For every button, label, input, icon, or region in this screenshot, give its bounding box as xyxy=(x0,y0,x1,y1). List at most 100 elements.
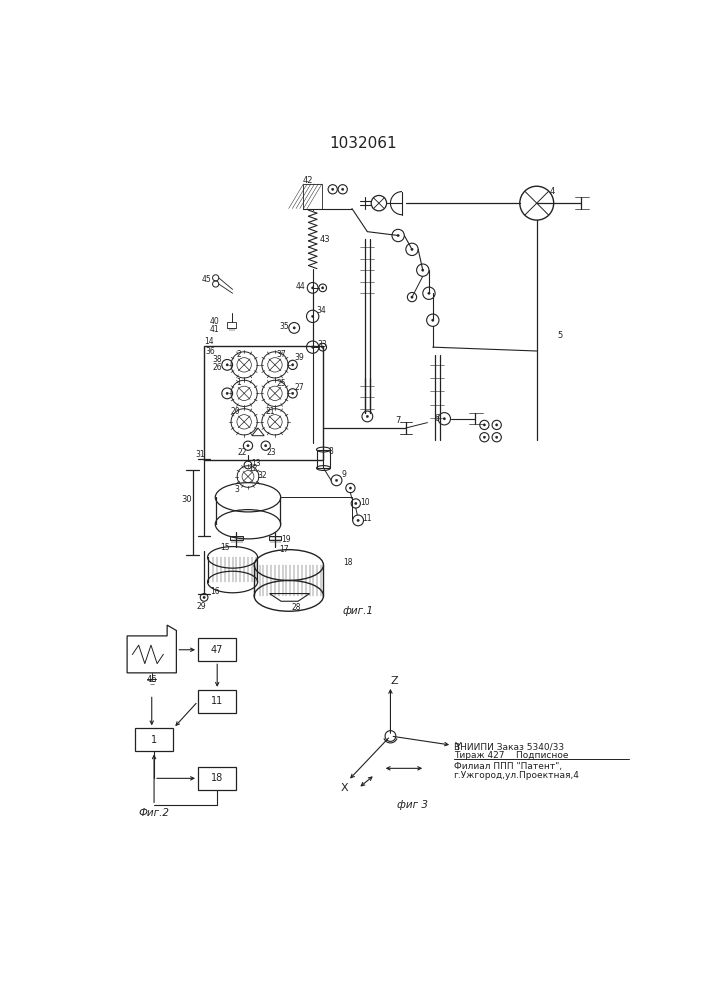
Text: 9: 9 xyxy=(341,470,346,479)
Circle shape xyxy=(335,479,338,482)
Text: 12: 12 xyxy=(249,464,258,473)
Text: 29: 29 xyxy=(197,602,206,611)
Circle shape xyxy=(264,445,267,447)
Text: 11: 11 xyxy=(211,696,223,706)
Text: 23: 23 xyxy=(267,448,276,457)
Circle shape xyxy=(349,487,351,489)
Text: 5: 5 xyxy=(557,331,563,340)
Text: 37: 37 xyxy=(276,350,286,359)
Text: 20: 20 xyxy=(230,407,240,416)
Bar xyxy=(230,536,243,540)
Text: 42: 42 xyxy=(303,176,313,185)
Text: 1032061: 1032061 xyxy=(329,136,397,151)
Text: 22: 22 xyxy=(237,448,247,457)
Text: Тираж 427    Подписное: Тираж 427 Подписное xyxy=(454,751,568,760)
Text: 10: 10 xyxy=(361,498,370,507)
Text: 40: 40 xyxy=(210,317,220,326)
Text: ВНИИПИ Заказ 5340/33: ВНИИПИ Заказ 5340/33 xyxy=(454,742,563,751)
Circle shape xyxy=(291,392,294,395)
Text: 18: 18 xyxy=(211,773,223,783)
Text: X: X xyxy=(341,783,348,793)
Text: 16: 16 xyxy=(210,587,220,596)
Text: 1: 1 xyxy=(236,378,241,387)
Text: Y: Y xyxy=(455,742,462,752)
Text: 8: 8 xyxy=(329,447,334,456)
Circle shape xyxy=(483,424,486,426)
Bar xyxy=(198,638,236,661)
Text: Фиг.2: Фиг.2 xyxy=(139,808,170,818)
Text: 13: 13 xyxy=(251,459,260,468)
Text: 15: 15 xyxy=(220,543,230,552)
Text: 14: 14 xyxy=(204,337,214,346)
Circle shape xyxy=(312,346,314,348)
Text: 32: 32 xyxy=(257,471,267,480)
Text: 25: 25 xyxy=(276,379,286,388)
Text: 33: 33 xyxy=(318,340,327,349)
Circle shape xyxy=(312,315,314,318)
Text: 47: 47 xyxy=(211,645,223,655)
Text: 2: 2 xyxy=(236,350,241,359)
Text: фиг.1: фиг.1 xyxy=(343,606,373,616)
Circle shape xyxy=(443,418,445,420)
Text: 3: 3 xyxy=(234,485,239,494)
Text: фиг 3: фиг 3 xyxy=(397,800,428,810)
Text: 39: 39 xyxy=(295,353,305,362)
Text: 36: 36 xyxy=(206,347,216,356)
Text: 7: 7 xyxy=(395,416,401,425)
Text: 17: 17 xyxy=(279,545,289,554)
Text: 26: 26 xyxy=(212,363,222,372)
Circle shape xyxy=(432,319,434,321)
Text: 41: 41 xyxy=(210,325,220,334)
Circle shape xyxy=(341,188,344,190)
Text: 38: 38 xyxy=(212,355,222,364)
Circle shape xyxy=(203,596,205,599)
Text: 30: 30 xyxy=(181,495,192,504)
Text: г.Ужгород,ул.Проектная,4: г.Ужгород,ул.Проектная,4 xyxy=(454,771,580,780)
Circle shape xyxy=(397,234,399,237)
Circle shape xyxy=(421,269,424,271)
Circle shape xyxy=(247,445,249,447)
Circle shape xyxy=(496,436,498,438)
Text: 18: 18 xyxy=(344,558,353,567)
Circle shape xyxy=(226,364,228,366)
Text: 11: 11 xyxy=(363,514,372,523)
Text: 1: 1 xyxy=(151,735,157,745)
Text: 45: 45 xyxy=(201,275,211,284)
Circle shape xyxy=(496,424,498,426)
Bar xyxy=(204,346,324,460)
Text: 31: 31 xyxy=(195,450,205,459)
Circle shape xyxy=(355,502,357,505)
Bar xyxy=(198,767,236,790)
Text: 43: 43 xyxy=(320,235,330,244)
Circle shape xyxy=(322,287,324,289)
Text: 46: 46 xyxy=(146,675,157,684)
Circle shape xyxy=(357,519,359,522)
Circle shape xyxy=(411,248,413,251)
Text: 28: 28 xyxy=(292,603,301,612)
Text: 27: 27 xyxy=(295,383,305,392)
Circle shape xyxy=(428,292,430,294)
Text: 34: 34 xyxy=(316,306,326,315)
Text: 21: 21 xyxy=(266,407,275,416)
Circle shape xyxy=(366,415,368,418)
Bar xyxy=(303,184,322,209)
Text: Филиал ППП "Патент",: Филиал ППП "Патент", xyxy=(454,762,561,771)
Text: 4: 4 xyxy=(549,187,555,196)
Bar xyxy=(198,690,236,713)
Bar xyxy=(227,322,236,328)
Circle shape xyxy=(332,188,334,190)
Text: Z: Z xyxy=(390,676,398,686)
Bar xyxy=(269,536,281,540)
Circle shape xyxy=(226,392,228,395)
Circle shape xyxy=(291,364,294,366)
Text: 35: 35 xyxy=(279,322,289,331)
Text: 19: 19 xyxy=(281,535,291,544)
Circle shape xyxy=(411,296,413,298)
Text: 6: 6 xyxy=(434,414,439,423)
Bar xyxy=(317,450,330,468)
Circle shape xyxy=(322,346,324,348)
Circle shape xyxy=(312,287,314,289)
Circle shape xyxy=(293,327,296,329)
Circle shape xyxy=(483,436,486,438)
Text: 44: 44 xyxy=(296,282,305,291)
